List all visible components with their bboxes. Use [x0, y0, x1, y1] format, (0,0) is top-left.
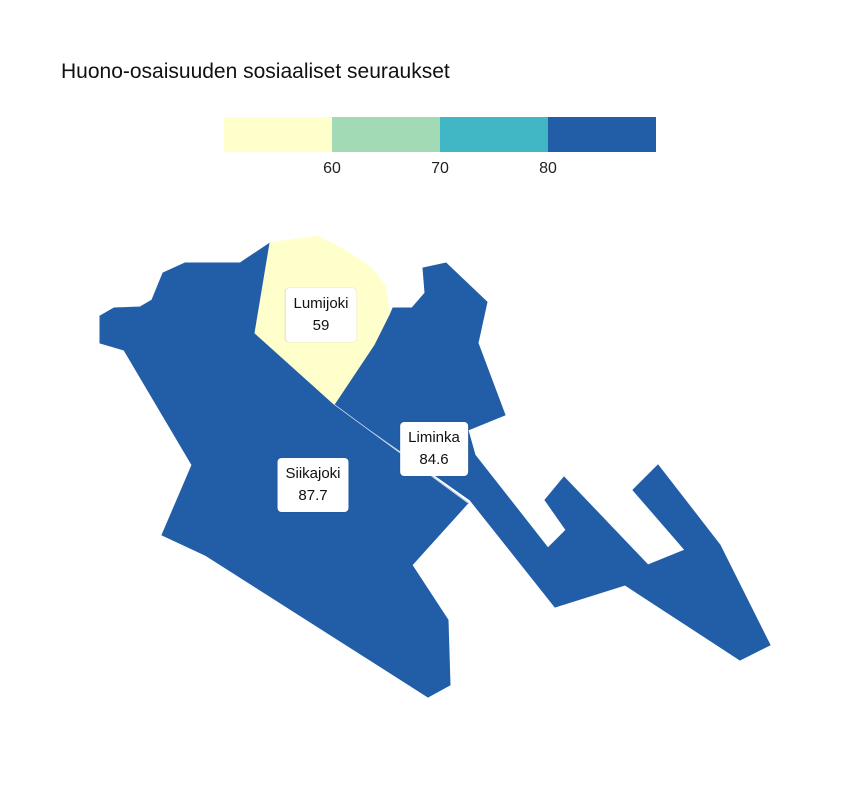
legend-tick-80: 80 [539, 160, 557, 177]
map-title: Huono-osaisuuden sosiaaliset seuraukset [61, 60, 450, 83]
region-name: Liminka [408, 429, 460, 446]
region-label-liminka: Liminka 84.6 [400, 422, 468, 476]
legend-swatch-2 [332, 117, 440, 152]
region-name: Siikajoki [285, 465, 341, 482]
region-liminka[interactable] [334, 262, 771, 661]
legend-swatch-3 [440, 117, 548, 152]
legend-tick-70: 70 [431, 160, 449, 177]
region-name: Lumijoki [293, 295, 349, 312]
region-value: 59 [312, 317, 330, 334]
region-label-lumijoki: Lumijoki 59 [285, 288, 357, 342]
legend-swatch-4 [548, 117, 656, 152]
legend-swatch-1 [224, 117, 332, 152]
region-label-siikajoki: Siikajoki 87.7 [277, 458, 349, 512]
region-value: 84.6 [419, 451, 449, 468]
legend-tick-60: 60 [323, 160, 341, 177]
region-value: 87.7 [298, 487, 328, 504]
